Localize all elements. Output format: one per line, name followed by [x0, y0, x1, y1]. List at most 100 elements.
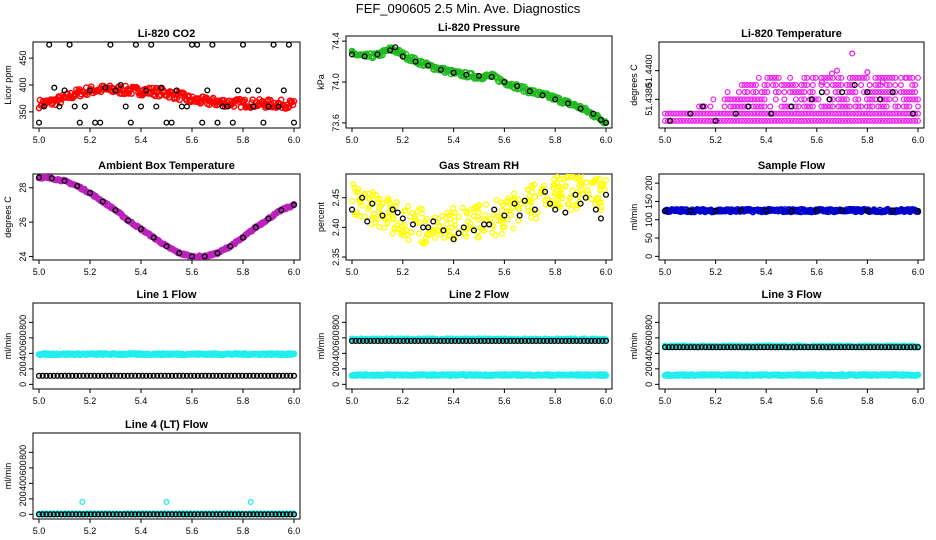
- data-point: [412, 58, 419, 65]
- x-tick-label: 5.0: [346, 135, 359, 145]
- data-point: [261, 511, 268, 518]
- y-tick-label: 50: [644, 233, 654, 243]
- data-point: [560, 176, 567, 183]
- data-point: [392, 202, 399, 209]
- data-point: [165, 372, 172, 379]
- data-point: [804, 74, 811, 81]
- data-point: [753, 344, 760, 351]
- data-point: [530, 181, 538, 188]
- y-axis-label: Licor ppm: [3, 65, 13, 105]
- data-point: [787, 89, 794, 96]
- data-point: [395, 225, 402, 232]
- data-point: [92, 119, 99, 126]
- data-point: [878, 117, 885, 124]
- data-point: [818, 117, 825, 124]
- x-tick-label: 5.0: [659, 135, 672, 145]
- data-point: [670, 110, 677, 117]
- data-point: [724, 117, 731, 124]
- data-point: [489, 229, 496, 236]
- data-point: [727, 96, 734, 103]
- data-point: [755, 117, 762, 124]
- y-tick-label: 600: [18, 460, 28, 475]
- data-point: [194, 372, 201, 379]
- data-point: [422, 218, 429, 225]
- data-point: [699, 103, 706, 110]
- data-point: [385, 214, 392, 221]
- y-tick-label: 200: [18, 491, 28, 506]
- data-point: [528, 214, 535, 221]
- data-point: [376, 224, 383, 231]
- data-point: [874, 344, 881, 351]
- data-point: [755, 103, 762, 110]
- data-point: [161, 511, 168, 518]
- data-point: [112, 87, 119, 94]
- data-point: [906, 110, 913, 117]
- data-point: [369, 214, 376, 221]
- data-point: [163, 119, 170, 126]
- data-point: [733, 96, 740, 103]
- data-point: [764, 110, 771, 117]
- panel-co2: Li-820 CO2 5.0 5.2 5.4 5.6 5.8 6.0 350 400 450 Lic…: [3, 28, 301, 145]
- data-point: [265, 215, 272, 222]
- data-point: [712, 117, 719, 124]
- data-point: [832, 81, 839, 88]
- data-point: [87, 372, 94, 379]
- data-point: [797, 344, 804, 351]
- series-2-5-min-ave: [348, 44, 610, 126]
- data-point: [838, 110, 845, 117]
- data-point: [727, 344, 735, 351]
- data-point: [117, 372, 124, 379]
- plot-area: [661, 342, 922, 379]
- data-point: [552, 96, 559, 103]
- data-point: [589, 180, 596, 187]
- data-point: [197, 100, 204, 107]
- series-2-5-min-ave: [35, 174, 298, 260]
- data-point: [687, 110, 694, 117]
- data-point: [835, 103, 842, 110]
- data-point: [268, 372, 275, 379]
- data-point: [738, 96, 745, 103]
- data-point: [858, 103, 865, 110]
- data-point: [120, 372, 128, 379]
- data-point: [889, 207, 896, 214]
- data-point: [260, 119, 267, 126]
- data-point: [770, 117, 777, 124]
- data-point: [710, 110, 717, 117]
- x-tick-label: 6.0: [600, 396, 613, 406]
- data-point: [750, 96, 757, 103]
- data-point: [670, 117, 677, 124]
- x-tick-label: 6.0: [288, 135, 301, 145]
- data-point: [575, 192, 582, 199]
- panel-title: Li-820 CO2: [138, 28, 195, 40]
- data-point: [399, 215, 406, 222]
- data-point: [744, 89, 751, 96]
- x-tick-label: 5.8: [549, 267, 562, 277]
- y-tick-label: 450: [18, 51, 28, 66]
- data-point: [900, 89, 907, 96]
- data-point: [886, 74, 893, 81]
- data-point: [379, 212, 386, 219]
- data-point: [176, 250, 183, 257]
- data-point: [47, 511, 54, 518]
- data-point: [801, 89, 808, 96]
- data-point: [99, 198, 106, 205]
- data-point: [35, 511, 43, 518]
- data-point: [584, 337, 591, 345]
- data-point: [892, 74, 899, 81]
- data-point: [455, 230, 462, 237]
- data-point: [761, 96, 768, 103]
- data-point: [425, 62, 432, 69]
- data-point: [687, 344, 694, 351]
- data-point: [383, 197, 390, 204]
- data-point: [858, 110, 865, 117]
- data-point: [91, 372, 98, 379]
- data-point: [487, 215, 494, 222]
- x-tick-label: 5.6: [811, 135, 824, 145]
- data-point: [760, 344, 768, 351]
- data-point: [903, 89, 910, 96]
- data-point: [849, 117, 856, 124]
- data-point: [463, 208, 470, 215]
- data-point: [788, 103, 795, 110]
- data-point: [157, 511, 165, 518]
- y-tick-label: 2.45: [331, 189, 341, 207]
